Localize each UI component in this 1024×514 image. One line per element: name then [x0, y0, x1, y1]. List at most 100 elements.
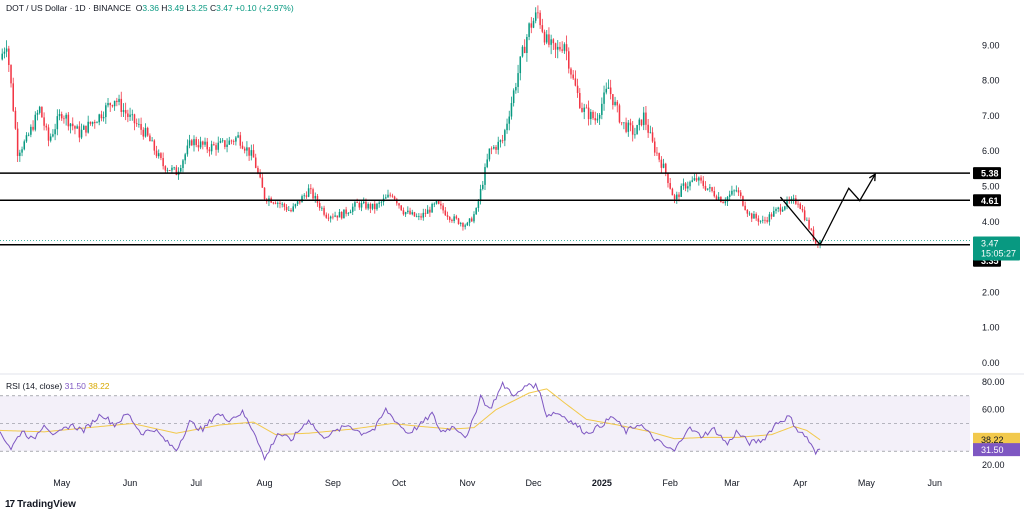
candle[interactable] [678, 195, 680, 197]
candle[interactable] [306, 195, 308, 196]
candle[interactable] [169, 170, 171, 171]
candle[interactable] [217, 143, 219, 150]
candle[interactable] [30, 127, 32, 135]
candle[interactable] [72, 124, 74, 126]
candle[interactable] [403, 210, 405, 214]
candle[interactable] [28, 135, 30, 136]
candle[interactable] [478, 201, 480, 208]
candle[interactable] [559, 47, 561, 50]
tradingview-logo[interactable]: 17 TradingView [5, 499, 76, 510]
candle[interactable] [755, 214, 757, 218]
candle[interactable] [440, 204, 442, 206]
candle[interactable] [564, 44, 566, 51]
candle[interactable] [592, 112, 594, 118]
candle[interactable] [590, 112, 592, 119]
candle[interactable] [341, 212, 343, 218]
candle[interactable] [288, 210, 290, 211]
candle[interactable] [718, 197, 720, 199]
candle[interactable] [251, 150, 253, 156]
candle[interactable] [744, 206, 746, 210]
candle[interactable] [639, 120, 641, 126]
candle[interactable] [246, 147, 248, 150]
candle[interactable] [374, 204, 376, 209]
candle[interactable] [799, 204, 801, 209]
candle[interactable] [319, 203, 321, 208]
candle[interactable] [277, 203, 279, 204]
candle[interactable] [279, 203, 281, 204]
candle[interactable] [286, 207, 288, 210]
candle[interactable] [262, 177, 264, 187]
candle[interactable] [79, 126, 81, 137]
candle[interactable] [361, 203, 363, 208]
candle[interactable] [407, 211, 409, 212]
candle[interactable] [337, 216, 339, 218]
candle[interactable] [154, 140, 156, 150]
candle[interactable] [431, 204, 433, 213]
candle[interactable] [112, 105, 114, 106]
candle[interactable] [63, 118, 65, 119]
candle[interactable] [656, 153, 658, 154]
candle[interactable] [114, 101, 116, 106]
candle[interactable] [583, 108, 585, 112]
candle[interactable] [57, 116, 59, 129]
candle[interactable] [94, 122, 96, 123]
candle[interactable] [275, 203, 277, 204]
candle[interactable] [229, 141, 231, 145]
candle[interactable] [23, 141, 25, 149]
candle[interactable] [594, 118, 596, 120]
candle[interactable] [808, 220, 810, 229]
candle[interactable] [301, 196, 303, 202]
candle[interactable] [685, 183, 687, 188]
candle[interactable] [1, 54, 3, 60]
candle[interactable] [771, 214, 773, 216]
candle[interactable] [553, 39, 555, 43]
candle[interactable] [127, 113, 129, 116]
candle[interactable] [577, 86, 579, 93]
chart-canvas[interactable]: 9.008.007.006.005.004.002.001.000.00May J… [0, 0, 1024, 514]
candle[interactable] [716, 196, 718, 199]
candle[interactable] [145, 128, 147, 137]
candle[interactable] [191, 140, 193, 145]
candle[interactable] [189, 140, 191, 145]
candle[interactable] [204, 142, 206, 145]
candle[interactable] [140, 124, 142, 130]
candle[interactable] [511, 103, 513, 116]
candle[interactable] [647, 125, 649, 133]
candle[interactable] [92, 122, 94, 124]
candle[interactable] [447, 215, 449, 217]
candle[interactable] [423, 213, 425, 218]
candle[interactable] [643, 113, 645, 126]
candle[interactable] [464, 225, 466, 226]
candle[interactable] [588, 108, 590, 119]
candle[interactable] [758, 218, 760, 221]
candle[interactable] [555, 43, 557, 49]
candle[interactable] [729, 195, 731, 197]
candle[interactable] [182, 160, 184, 168]
candle[interactable] [780, 208, 782, 212]
candle[interactable] [557, 47, 559, 50]
candle[interactable] [365, 202, 367, 209]
candle[interactable] [118, 99, 120, 102]
candle[interactable] [4, 52, 6, 54]
candle[interactable] [802, 209, 804, 210]
candle[interactable] [308, 188, 310, 197]
candle[interactable] [158, 153, 160, 156]
candle[interactable] [760, 221, 762, 222]
candle[interactable] [98, 114, 100, 122]
candle[interactable] [50, 136, 52, 140]
candle[interactable] [32, 127, 34, 130]
candle[interactable] [531, 23, 533, 27]
candle[interactable] [195, 139, 197, 145]
candle[interactable] [264, 188, 266, 199]
candle[interactable] [458, 218, 460, 224]
candle[interactable] [206, 142, 208, 150]
candle[interactable] [226, 145, 228, 147]
candle[interactable] [711, 187, 713, 191]
candle[interactable] [213, 144, 215, 145]
candle[interactable] [480, 189, 482, 201]
candle[interactable] [248, 147, 250, 155]
candle[interactable] [775, 209, 777, 211]
candle[interactable] [116, 101, 118, 102]
candle[interactable] [184, 154, 186, 160]
candle[interactable] [8, 49, 10, 65]
